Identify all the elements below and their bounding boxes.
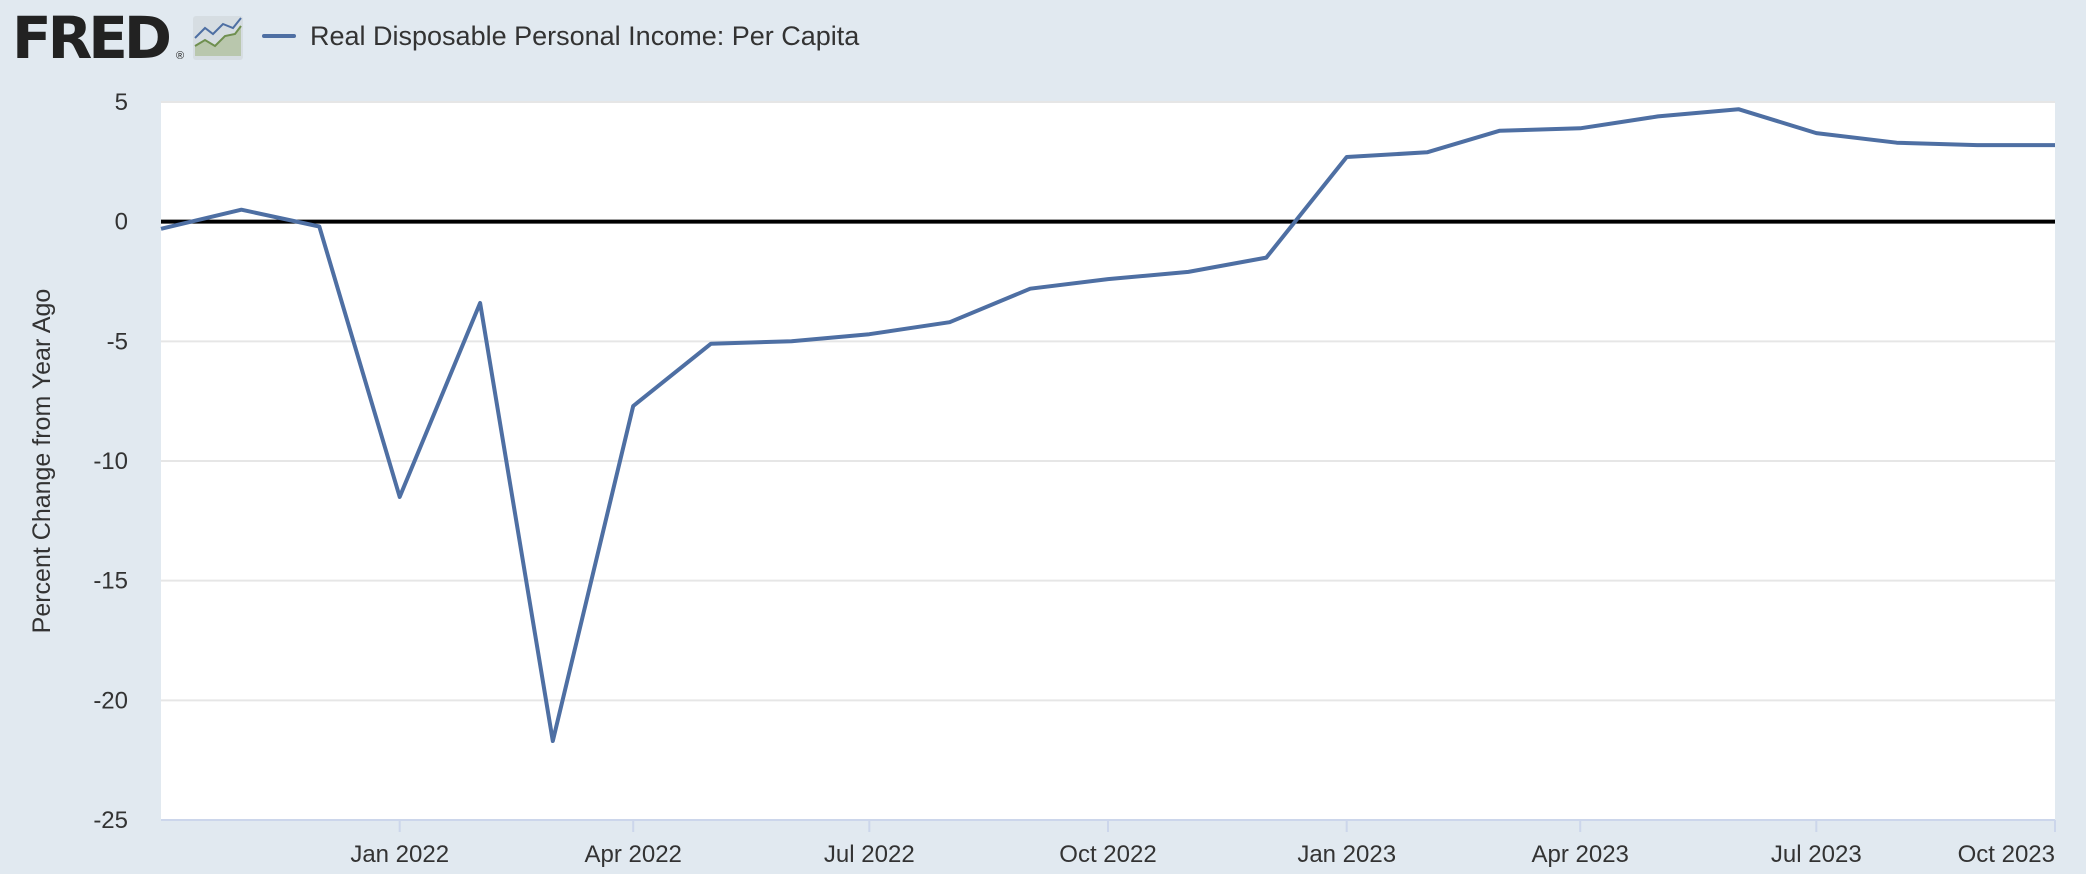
y-axis-title: Percent Change from Year Ago [28, 289, 56, 634]
x-tick-label: Jul 2023 [1771, 841, 1862, 868]
y-tick-label: -5 [107, 328, 128, 355]
x-tick-label: Jul 2022 [824, 841, 915, 868]
x-tick-label: Apr 2023 [1531, 841, 1628, 868]
y-tick-label: -15 [93, 568, 128, 595]
x-tick-label: Oct 2022 [1059, 841, 1156, 868]
chart-header: FRED ® Real Disposable Personal Income: … [0, 0, 2086, 80]
chart-legend[interactable]: Real Disposable Personal Income: Per Cap… [262, 18, 859, 54]
x-tick-label: Jan 2022 [350, 841, 449, 868]
x-tick-label: Jan 2023 [1297, 841, 1396, 868]
x-tick-label: Apr 2022 [584, 841, 681, 868]
legend-swatch [262, 34, 296, 38]
x-axis-ticks: Jan 2022 Apr 2022 Jul 2022 Oct 2022 Jan 2023… [350, 820, 2056, 868]
y-tick-label: 0 [115, 209, 128, 236]
y-axis-ticks: 5 0 -5 -10 -15 -20 -25 [93, 89, 128, 834]
fred-logo[interactable]: FRED [12, 4, 172, 72]
y-tick-label: 5 [115, 89, 128, 116]
fred-graph-icon [193, 16, 243, 60]
y-tick-label: -25 [93, 807, 128, 834]
y-tick-label: -20 [93, 687, 128, 714]
x-tick-label: Oct 2023 [1958, 841, 2055, 868]
y-tick-label: -10 [93, 448, 128, 475]
legend-label: Real Disposable Personal Income: Per Cap… [310, 20, 860, 51]
data-points [160, 109, 2056, 742]
registered-mark: ® [176, 50, 185, 62]
